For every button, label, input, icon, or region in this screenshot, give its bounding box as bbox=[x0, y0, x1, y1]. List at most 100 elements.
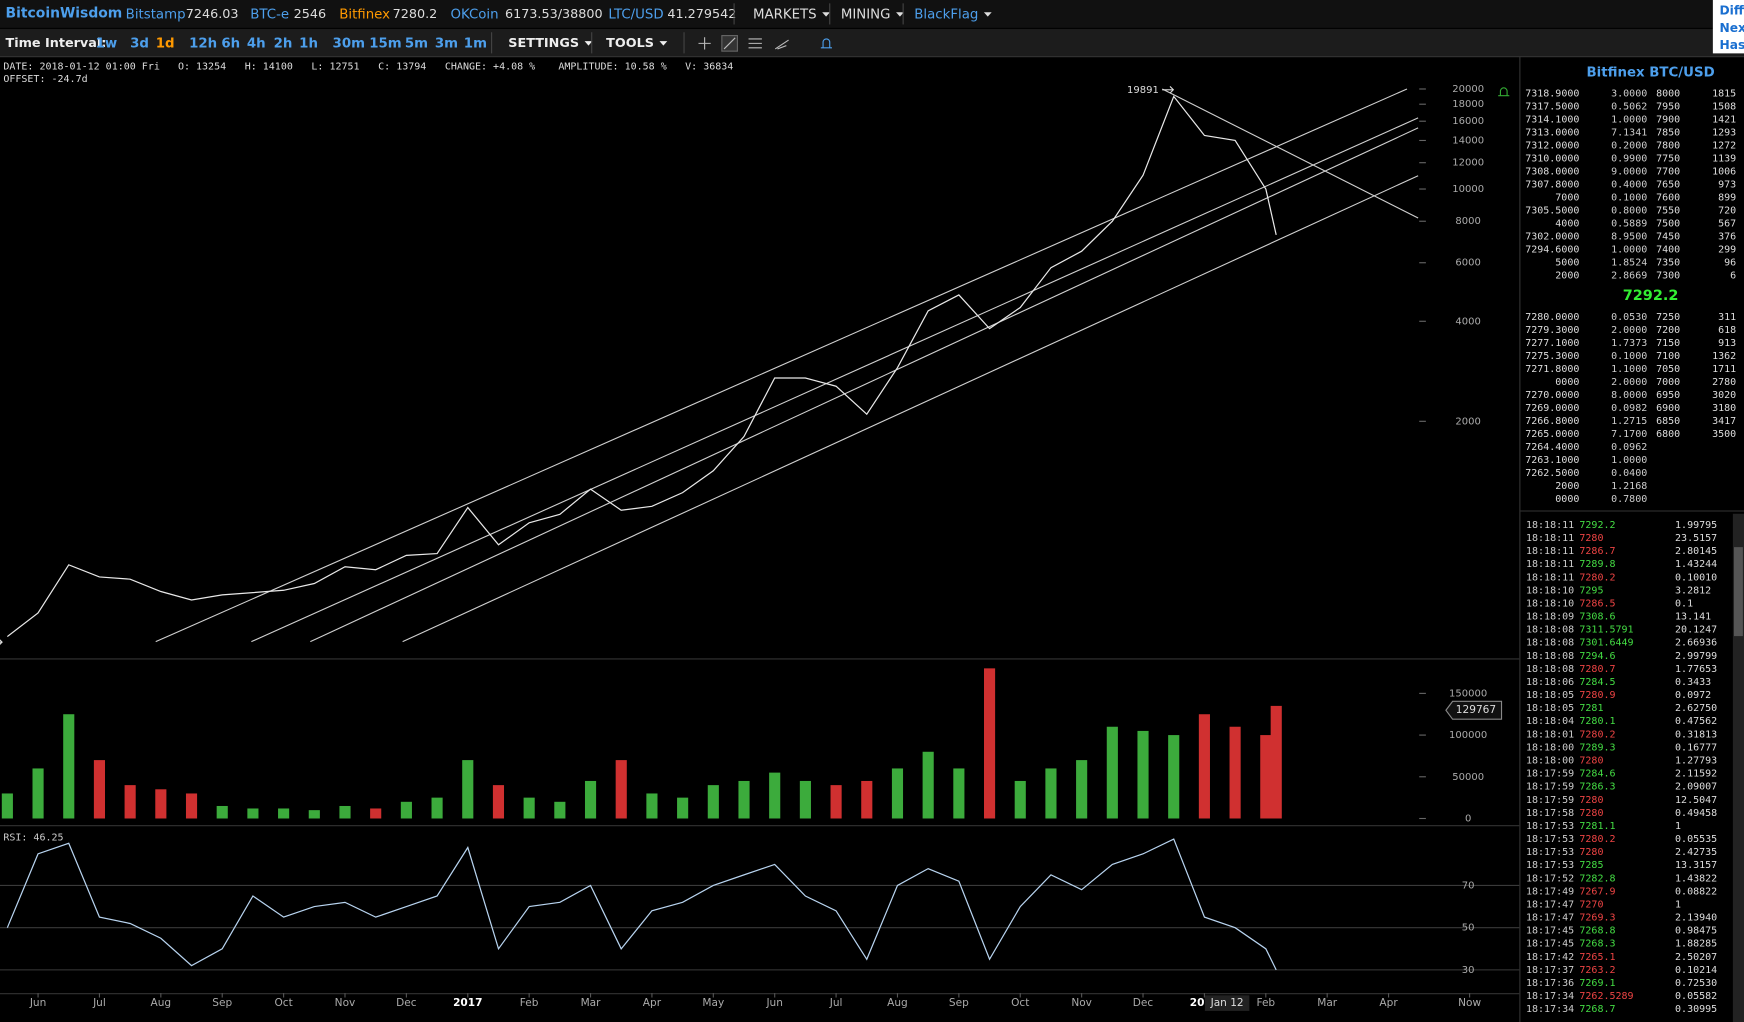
scrollbar[interactable] bbox=[1732, 513, 1744, 1022]
cursor-label: Jan 12 bbox=[1210, 997, 1244, 1009]
book-cell: 7262.5000 bbox=[1525, 468, 1579, 479]
rsi-label: RSI: 46.25 bbox=[3, 832, 63, 843]
trade-time: 18:18:11 bbox=[1526, 546, 1574, 557]
interval-button[interactable]: 1h bbox=[299, 36, 318, 51]
book-cell: 1.0000 bbox=[1611, 114, 1647, 125]
y-tick-label: 6000 bbox=[1455, 258, 1480, 269]
ticker-name[interactable]: BTC-e bbox=[250, 7, 289, 22]
book-cell: 3417 bbox=[1712, 416, 1736, 427]
book-cell: 9.0000 bbox=[1611, 166, 1647, 177]
book-cell: 7050 bbox=[1656, 364, 1680, 375]
book-cell: 7313.0000 bbox=[1525, 127, 1579, 138]
book-cell: 7400 bbox=[1656, 245, 1680, 256]
menu[interactable]: MINING bbox=[841, 7, 891, 22]
ticker-price: 6173.53/38800 bbox=[505, 7, 603, 22]
trade-time: 18:17:45 bbox=[1526, 926, 1574, 937]
trade-price: 7269.1 bbox=[1579, 978, 1615, 989]
side-link[interactable]: Hash bbox=[1720, 38, 1744, 52]
menu[interactable]: MARKETS bbox=[753, 7, 817, 22]
trade-time: 18:18:05 bbox=[1526, 703, 1574, 714]
book-cell: 7270.0000 bbox=[1525, 390, 1579, 401]
y-tick-label: 30 bbox=[1462, 965, 1475, 976]
trade-time: 18:18:08 bbox=[1526, 638, 1574, 649]
fib-icon[interactable] bbox=[774, 39, 789, 50]
cursor-box bbox=[1204, 995, 1250, 1011]
ticker-name[interactable]: Bitfinex bbox=[339, 7, 390, 22]
ticker-name[interactable]: Bitstamp bbox=[126, 7, 186, 22]
trade-time: 18:17:53 bbox=[1526, 821, 1574, 832]
side-link[interactable]: Diffi bbox=[1720, 4, 1744, 18]
trade-price: 7281 bbox=[1579, 703, 1603, 714]
interval-button[interactable]: 2h bbox=[274, 36, 293, 51]
interval-button[interactable]: 1d bbox=[156, 36, 175, 51]
book-cell: 618 bbox=[1718, 325, 1736, 336]
side-link[interactable]: Next bbox=[1720, 21, 1744, 35]
trade-price: 7284.6 bbox=[1579, 769, 1615, 780]
ticker-name[interactable]: OKCoin bbox=[450, 7, 498, 22]
trade-time: 18:18:05 bbox=[1526, 690, 1574, 701]
book-cell: 1.7373 bbox=[1611, 338, 1647, 349]
book-cell: 7.1700 bbox=[1611, 429, 1647, 440]
volume-bar bbox=[615, 760, 627, 819]
toolbar-menu[interactable]: TOOLS bbox=[606, 36, 654, 51]
trade-price: 7280.2 bbox=[1579, 729, 1615, 740]
y-tick-label: 14000 bbox=[1452, 135, 1484, 146]
interval-button[interactable]: 1w bbox=[96, 36, 118, 51]
trade-price: 7292.2 bbox=[1579, 520, 1615, 531]
trade-amount: 0.1 bbox=[1675, 598, 1693, 609]
channel-icon[interactable] bbox=[748, 38, 762, 49]
book-cell: 567 bbox=[1718, 219, 1736, 230]
trade-price: 7281.1 bbox=[1579, 821, 1615, 832]
book-cell: 1293 bbox=[1712, 127, 1736, 138]
interval-button[interactable]: 15m bbox=[369, 36, 401, 51]
info-field: L: 12751 bbox=[311, 62, 359, 73]
interval-button[interactable]: 6h bbox=[221, 36, 240, 51]
trade-time: 18:17:42 bbox=[1526, 952, 1574, 963]
trade-time: 18:18:09 bbox=[1526, 612, 1574, 623]
trade-amount: 1.43244 bbox=[1675, 559, 1717, 570]
trade-time: 18:17:59 bbox=[1526, 782, 1574, 793]
x-tick-label: Aug bbox=[887, 997, 908, 1009]
interval-button[interactable]: 3m bbox=[435, 36, 458, 51]
book-cell: 7850 bbox=[1656, 127, 1680, 138]
interval-button[interactable]: 4h bbox=[247, 36, 266, 51]
interval-button[interactable]: 1m bbox=[464, 36, 487, 51]
book-cell: 1139 bbox=[1712, 153, 1736, 164]
trade-price: 7268.8 bbox=[1579, 926, 1615, 937]
x-tick-label: Oct bbox=[1011, 997, 1029, 1009]
scroll-thumb[interactable] bbox=[1733, 547, 1743, 637]
info-field: CHANGE: +4.08 % bbox=[445, 62, 535, 73]
volume-bar bbox=[370, 808, 382, 819]
book-cell: 7294.6000 bbox=[1525, 245, 1579, 256]
current-volume: 129767 bbox=[1456, 704, 1496, 716]
book-cell: 7275.3000 bbox=[1525, 351, 1579, 362]
ticker-price: 41.279542 bbox=[667, 7, 736, 22]
book-cell: 913 bbox=[1718, 338, 1736, 349]
trade-time: 18:18:00 bbox=[1526, 756, 1574, 767]
trade-price: 7263.2 bbox=[1579, 965, 1615, 976]
trade-amount: 0.31813 bbox=[1675, 729, 1717, 740]
trade-amount: 2.11592 bbox=[1675, 769, 1717, 780]
trade-amount: 0.47562 bbox=[1675, 716, 1717, 727]
book-cell: 7269.0000 bbox=[1525, 403, 1579, 414]
side-box bbox=[1712, 0, 1744, 54]
book-cell: 7266.8000 bbox=[1525, 416, 1579, 427]
x-tick-label: Mar bbox=[1317, 997, 1338, 1009]
toolbar-label: Time Interval: bbox=[6, 36, 107, 51]
trade-price: 7280.2 bbox=[1579, 572, 1615, 583]
brand[interactable]: BitcoinWisdom bbox=[6, 5, 123, 21]
alert-icon[interactable] bbox=[820, 38, 832, 49]
toolbar-menu[interactable]: SETTINGS bbox=[508, 36, 579, 51]
interval-button[interactable]: 3d bbox=[130, 36, 149, 51]
interval-button[interactable]: 5m bbox=[405, 36, 428, 51]
interval-button[interactable]: 30m bbox=[333, 36, 365, 51]
book-cell: 7750 bbox=[1656, 153, 1680, 164]
book-cell: 8.9500 bbox=[1611, 232, 1647, 243]
tool-icons bbox=[698, 35, 1510, 97]
crosshair-icon[interactable] bbox=[698, 37, 711, 50]
menu[interactable]: BlackFlag bbox=[914, 7, 978, 22]
ticker-name[interactable]: LTC/USD bbox=[608, 7, 663, 22]
interval-button[interactable]: 12h bbox=[189, 36, 217, 51]
book-cell: 8.0000 bbox=[1611, 390, 1647, 401]
y-tick-label: 50 bbox=[1462, 923, 1475, 934]
